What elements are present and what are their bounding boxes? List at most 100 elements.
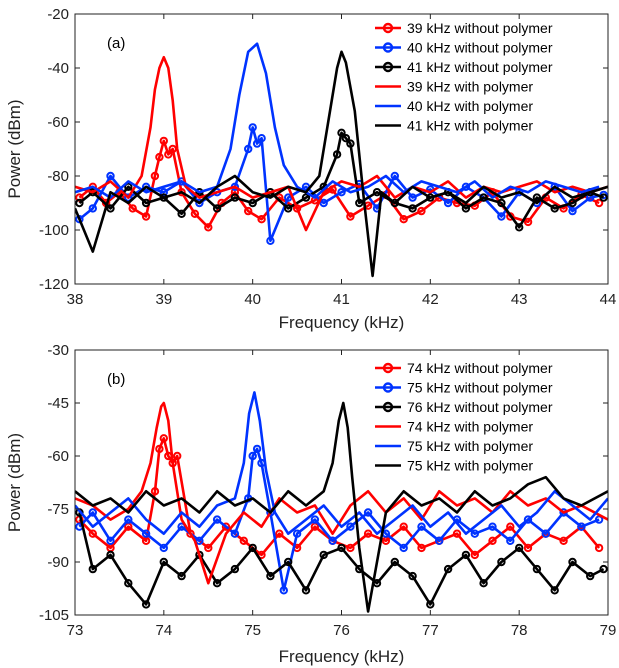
data-point [155,444,164,454]
data-point [204,223,213,232]
plot-area [75,391,608,613]
x-tick-label: 44 [600,291,617,308]
x-tick-label: 76 [333,622,350,639]
data-point [594,543,604,553]
data-point [204,543,213,553]
data-point [124,579,133,588]
data-point [124,193,133,202]
data-point [88,508,98,517]
x-axis-label: Frequency (kHz) [279,647,405,666]
data-point [173,451,182,461]
data-point [337,128,346,138]
data-point [550,204,559,213]
data-point [461,182,471,192]
data-point [332,150,342,159]
data-point [599,193,608,202]
data-point [577,522,586,531]
legend-entry: 74 kHz with polymer [407,419,533,435]
data-point [230,564,240,574]
data-point [239,536,249,545]
data-point [301,193,311,202]
data-point [212,579,222,588]
data-point [257,215,266,224]
data-point [363,529,373,538]
data-point [248,198,257,208]
data-point [346,522,355,531]
data-point [417,543,426,553]
data-point [523,217,533,227]
data-point [532,193,542,202]
data-point [390,557,399,567]
data-point [550,586,559,595]
y-tick-label: -120 [39,276,69,293]
x-tick-label: 43 [511,291,528,308]
data-point [523,515,533,524]
data-point [252,444,262,454]
data-point [568,557,577,567]
data-point [155,152,164,162]
legend-entry: 41 kHz with polymer [407,118,533,134]
data-point [417,206,426,216]
data-point [257,134,266,143]
data-point [363,508,373,517]
data-point [177,209,186,219]
data-point [479,579,488,588]
data-point [284,204,293,213]
data-point [399,522,408,531]
data-point [124,515,133,524]
data-point [230,529,240,538]
y-tick-label: -60 [47,448,69,465]
data-point [75,198,84,208]
data-point [310,515,320,524]
legend-entry: 76 kHz without polymer [407,399,553,415]
legend-entry: 40 kHz without polymer [407,40,553,56]
data-point [150,487,160,496]
panel-a: 38 39 40 41 42 43 44 -120 -100 -80 -60 -40 -20 Freque… [5,6,616,332]
data-point [390,198,399,208]
data-point [408,204,417,213]
data-point [248,451,257,461]
data-point [212,204,222,213]
x-tick-label: 78 [511,622,528,639]
data-point [337,543,346,553]
series-line-5 [75,401,608,613]
y-tick-label: -105 [39,607,69,624]
data-point [141,182,151,192]
y-tick-label: -100 [39,222,69,239]
data-point [221,522,231,531]
x-axis-label: Frequency (kHz) [279,313,405,332]
data-point [523,543,533,553]
data-point [195,198,204,208]
x-tick-label: 42 [422,291,439,308]
legend-marker [382,401,394,413]
data-point [106,204,115,213]
legend-marker [382,42,394,53]
x-tick-label: 74 [155,622,172,639]
data-point [497,198,506,208]
data-point [292,529,302,538]
data-point [284,557,293,567]
data-point [452,529,462,538]
series-line-2 [78,131,605,229]
y-tick-label: -20 [47,6,69,23]
data-point [488,536,497,545]
data-point [177,571,186,581]
data-point [346,212,355,221]
data-point [515,223,524,232]
series-line-5 [75,50,608,278]
data-point [599,564,608,574]
legend-entry: 40 kHz with polymer [407,98,533,114]
x-tick-label: 41 [333,291,350,308]
data-point [141,212,151,221]
data-point [568,198,577,208]
legend-marker [382,362,394,374]
data-point [190,209,200,219]
data-point [275,529,284,538]
y-tick-label: -60 [47,114,69,131]
data-point [159,543,169,553]
data-point [230,193,240,202]
data-point [470,529,479,538]
panel-label: (b) [107,371,125,388]
legend-entry: 39 kHz without polymer [407,20,553,36]
